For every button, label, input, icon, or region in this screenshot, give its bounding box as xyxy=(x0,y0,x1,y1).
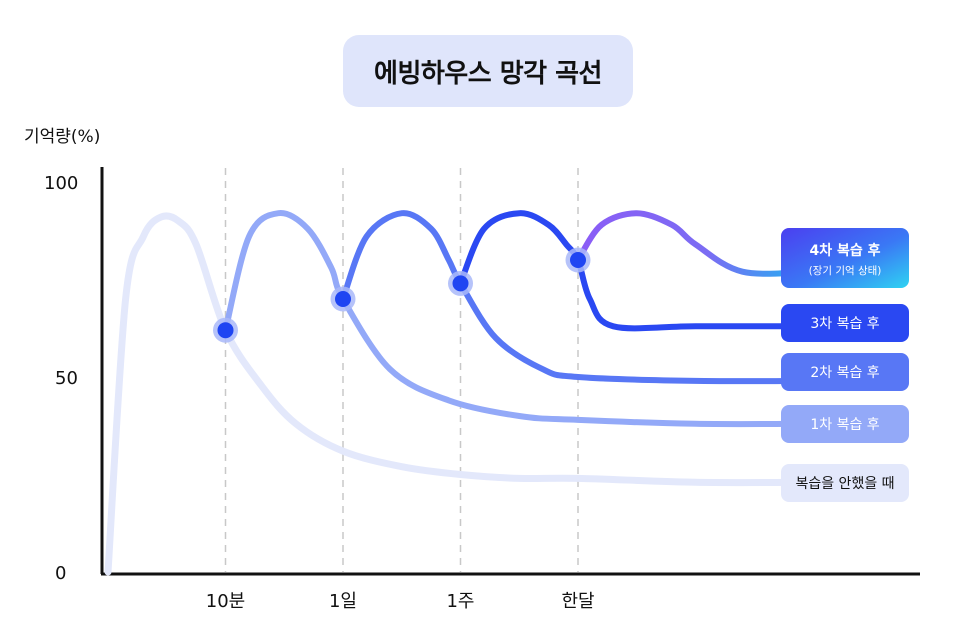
legend-item-4: 3차 복습 후 xyxy=(781,304,909,342)
legend-label-3: 2차 복습 후 xyxy=(810,365,879,381)
y-axis-label: 기억량(%) xyxy=(24,127,101,147)
y-tick-label-3: 0 xyxy=(55,563,66,584)
legend-label-2: 1차 복습 후 xyxy=(810,417,879,433)
legend: 복습을 안했을 때 1차 복습 후 2차 복습 후 3차 복습 후 4차 복습 후 (장기… xyxy=(781,228,909,502)
chart-title-box: 에빙하우스 망각 곡선 xyxy=(343,35,633,107)
chart-title: 에빙하우스 망각 곡선 xyxy=(374,58,602,89)
legend-label-4: 3차 복습 후 xyxy=(810,316,879,332)
x-tick-label-3: 1주 xyxy=(446,591,474,612)
review-point-2 xyxy=(330,286,356,312)
review-points xyxy=(213,247,591,343)
legend-item-2: 1차 복습 후 xyxy=(781,405,909,443)
axes xyxy=(100,167,920,576)
legend-sublabel-5: (장기 기억 상태) xyxy=(809,265,882,277)
tick-labels: 100 50 0 10분 1일 1주 한달 xyxy=(44,173,595,612)
review-point-3 xyxy=(448,270,473,296)
legend-item-3: 2차 복습 후 xyxy=(781,353,909,391)
legend-label-5: 4차 복습 후 xyxy=(809,243,880,259)
legend-item-5: 4차 복습 후 (장기 기억 상태) xyxy=(781,228,909,288)
x-tick-label-2: 1일 xyxy=(329,591,357,612)
review-point-4 xyxy=(565,247,591,273)
y-tick-label-2: 50 xyxy=(55,368,78,389)
x-tick-label-4: 한달 xyxy=(561,591,594,612)
grid-lines xyxy=(224,168,579,572)
series-line-2 xyxy=(222,210,816,428)
y-tick-label-1: 100 xyxy=(44,173,78,194)
series-line-1 xyxy=(104,212,817,576)
x-tick-label-1: 10분 xyxy=(206,591,245,612)
review-point-1 xyxy=(213,317,238,343)
series-line-5 xyxy=(575,210,816,277)
legend-label-1: 복습을 안했을 때 xyxy=(795,476,894,492)
legend-item-1: 복습을 안했을 때 xyxy=(781,464,909,502)
